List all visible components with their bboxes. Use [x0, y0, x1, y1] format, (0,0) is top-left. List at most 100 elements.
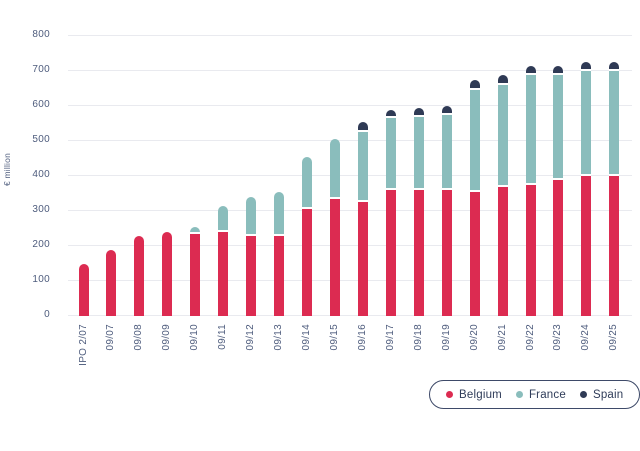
- y-tick-label-800: 800: [32, 29, 50, 40]
- y-tick-label-400: 400: [32, 169, 50, 180]
- bar-segment-belgium[interactable]: [470, 191, 480, 316]
- x-axis-label-09-22: 09/22: [525, 324, 536, 351]
- legend-item-france[interactable]: France: [515, 388, 566, 401]
- bar-segment-belgium[interactable]: [134, 235, 144, 316]
- bar-segment-belgium[interactable]: [162, 232, 172, 316]
- bar-segment-spain[interactable]: [609, 62, 619, 71]
- bar-segment-belgium[interactable]: [526, 184, 536, 316]
- bar-segment-spain[interactable]: [358, 121, 368, 133]
- bar-segment-france[interactable]: [190, 226, 200, 234]
- bar-segment-france[interactable]: [218, 205, 228, 232]
- gridline-200: [68, 245, 632, 246]
- bar-segment-france[interactable]: [498, 85, 508, 187]
- x-axis-label-09-08: 09/08: [133, 324, 144, 351]
- y-axis-title: € million: [2, 153, 12, 186]
- bar-segment-france[interactable]: [414, 116, 424, 190]
- bar-segment-france[interactable]: [246, 197, 256, 236]
- x-axis-label-09-12: 09/12: [245, 324, 256, 351]
- bar-segment-france[interactable]: [553, 74, 563, 180]
- bar-group-09-25: [609, 62, 619, 316]
- bar-group-09-09: [162, 232, 172, 316]
- bar-segment-belgium[interactable]: [302, 209, 312, 316]
- x-axis-label-09-13: 09/13: [273, 324, 284, 351]
- x-axis-label-09-09: 09/09: [161, 324, 172, 351]
- legend-label-france: France: [528, 388, 566, 401]
- bar-segment-belgium[interactable]: [274, 235, 284, 316]
- bar-segment-belgium[interactable]: [79, 263, 89, 316]
- bar-segment-belgium[interactable]: [190, 233, 200, 316]
- x-axis-label-09-17: 09/17: [385, 324, 396, 351]
- bar-segment-belgium[interactable]: [609, 176, 619, 316]
- bar-segment-france[interactable]: [330, 139, 340, 199]
- x-axis-label-09-15: 09/15: [329, 324, 340, 351]
- bar-segment-belgium[interactable]: [358, 202, 368, 316]
- bar-segment-france[interactable]: [274, 191, 284, 236]
- bar-segment-france[interactable]: [581, 71, 591, 176]
- y-tick-label-300: 300: [32, 204, 50, 215]
- legend-label-belgium: Belgium: [459, 388, 502, 401]
- x-axis-label-09-21: 09/21: [497, 324, 508, 351]
- bar-segment-spain[interactable]: [526, 65, 536, 75]
- bar-segment-spain[interactable]: [470, 79, 480, 91]
- legend-dot-france-icon: [515, 391, 523, 398]
- bar-segment-belgium[interactable]: [106, 249, 116, 316]
- y-tick-label-100: 100: [32, 274, 50, 285]
- bar-segment-france[interactable]: [442, 114, 452, 190]
- bar-segment-belgium[interactable]: [581, 176, 591, 316]
- bar-segment-spain[interactable]: [442, 106, 452, 115]
- bar-segment-belgium[interactable]: [498, 186, 508, 316]
- y-tick-label-600: 600: [32, 99, 50, 110]
- bar-group-09-16: [358, 121, 368, 316]
- bar-segment-france[interactable]: [386, 118, 396, 190]
- legend-item-belgium[interactable]: Belgium: [446, 389, 502, 401]
- x-axis-label-09-23: 09/23: [552, 324, 563, 351]
- x-axis-label-09-18: 09/18: [413, 324, 424, 351]
- bar-segment-belgium[interactable]: [246, 235, 256, 316]
- x-axis-label-09-25: 09/25: [608, 324, 619, 351]
- bar-group-09-08: [134, 235, 144, 316]
- bar-segment-france[interactable]: [470, 90, 480, 192]
- bar-segment-france[interactable]: [302, 156, 312, 210]
- legend-item-spain[interactable]: Spain: [579, 388, 624, 401]
- legend: Belgium France Spain: [429, 380, 640, 409]
- x-axis-label-09-19: 09/19: [441, 324, 452, 351]
- y-tick-label-0: 0: [44, 309, 50, 320]
- bar-segment-belgium[interactable]: [386, 190, 396, 316]
- bar-segment-belgium[interactable]: [442, 190, 452, 316]
- legend-dot-spain-icon: [579, 391, 587, 398]
- x-axis-label-09-10: 09/10: [189, 324, 200, 351]
- x-axis-label-09-24: 09/24: [580, 324, 591, 351]
- bar-group-09-10: [190, 226, 200, 316]
- bar-group-09-20: [470, 79, 480, 316]
- bar-group-09-15: [330, 139, 340, 316]
- bar-segment-spain[interactable]: [498, 74, 508, 85]
- gridline-0: [68, 315, 632, 316]
- x-axis-label-09-14: 09/14: [301, 324, 312, 351]
- legend-dot-belgium-icon: [446, 391, 453, 398]
- bar-group-09-21: [498, 74, 508, 316]
- gridline-400: [68, 175, 632, 176]
- y-tick-label-700: 700: [32, 64, 50, 75]
- gridline-800: [68, 35, 632, 36]
- gridline-700: [68, 70, 632, 71]
- legend-label-spain: Spain: [592, 388, 624, 401]
- gridline-600: [68, 105, 632, 106]
- bar-segment-belgium[interactable]: [553, 179, 563, 316]
- bar-group-ipo-2-07: [79, 263, 89, 316]
- gridline-300: [68, 210, 632, 211]
- bar-segment-spain[interactable]: [581, 62, 591, 71]
- bar-segment-spain[interactable]: [414, 107, 424, 117]
- x-axis-label-ipo-2-07: IPO 2/07: [78, 324, 89, 366]
- bar-segment-spain[interactable]: [553, 65, 563, 75]
- bar-segment-france[interactable]: [358, 132, 368, 203]
- bar-group-09-14: [302, 156, 312, 316]
- bar-segment-belgium[interactable]: [218, 232, 228, 316]
- bar-segment-spain[interactable]: [386, 109, 396, 119]
- bar-segment-belgium[interactable]: [414, 190, 424, 316]
- bar-segment-belgium[interactable]: [330, 198, 340, 316]
- bar-group-09-12: [246, 197, 256, 316]
- x-axis-label-09-20: 09/20: [469, 324, 480, 351]
- bar-segment-france[interactable]: [609, 71, 619, 176]
- bar-group-09-22: [526, 65, 536, 316]
- bar-segment-france[interactable]: [526, 74, 536, 185]
